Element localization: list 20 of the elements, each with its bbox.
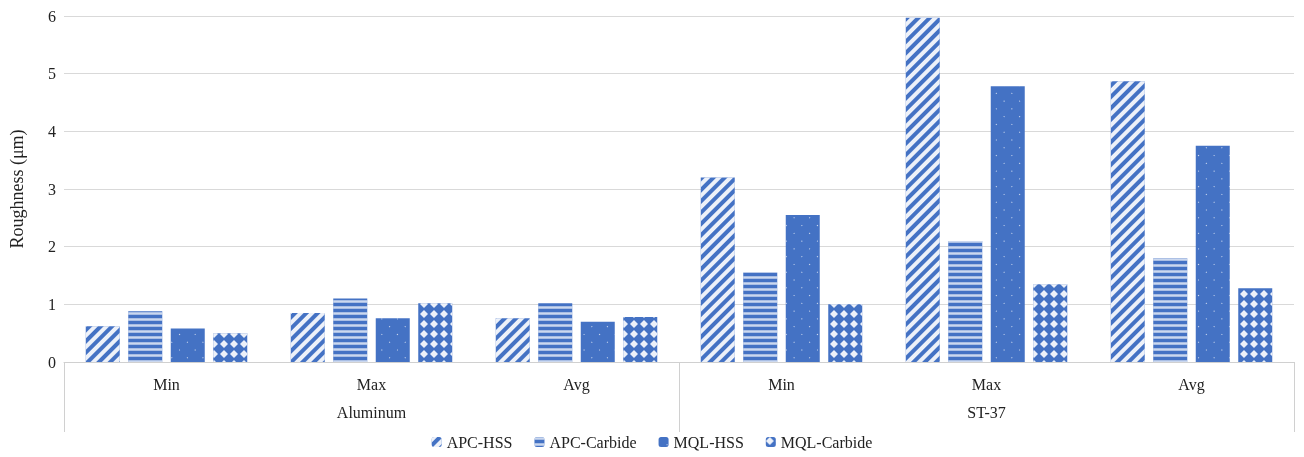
y-tick-label: 2: [48, 238, 56, 256]
legend-label: MQL-Carbide: [780, 433, 873, 451]
x-tick-label: Min: [768, 375, 795, 393]
y-tick-label: 3: [48, 180, 56, 198]
x-tick-label: Max: [971, 375, 1002, 393]
y-tick-label: 1: [48, 295, 56, 313]
y-tick-label: 4: [48, 122, 56, 140]
y-tick-label: 0: [48, 353, 56, 371]
x-tick-label: Max: [356, 375, 387, 393]
legend-label: APC-Carbide: [549, 433, 637, 451]
legend-label: APC-HSS: [446, 433, 513, 451]
legend-label: MQL-HSS: [673, 433, 744, 451]
text: ST-37: [967, 403, 1006, 421]
text: Aluminum: [336, 403, 407, 421]
x-tick-label: Avg: [1178, 375, 1205, 394]
y-tick-label: 6: [48, 7, 56, 25]
x-tick-label: Min: [153, 375, 180, 393]
y-axis-title: Roughness (μm): [7, 129, 28, 249]
y-tick-label: 5: [48, 65, 56, 83]
x-tick-label: Avg: [563, 375, 590, 394]
